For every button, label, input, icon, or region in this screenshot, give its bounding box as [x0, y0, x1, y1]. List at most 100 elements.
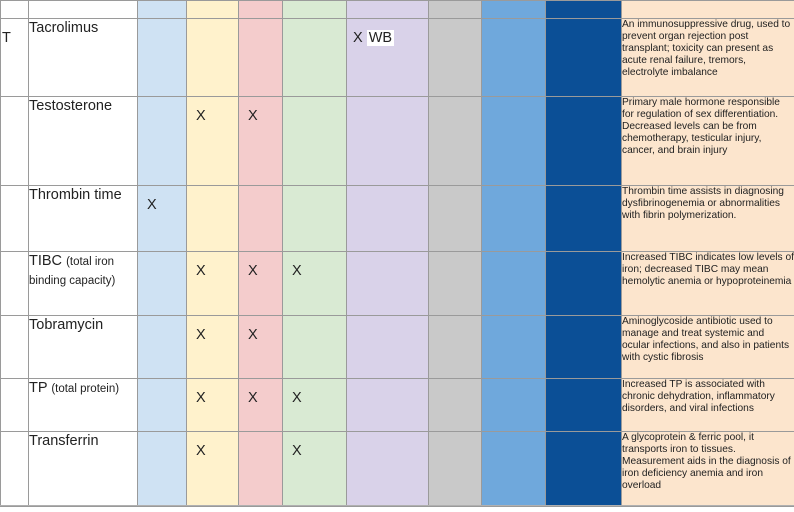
cell-col-4	[282, 0, 347, 19]
cell-col-2	[186, 18, 239, 97]
cell-col-8	[545, 431, 622, 507]
cell-name	[28, 0, 138, 19]
cell-col-8	[545, 251, 622, 316]
mark	[348, 98, 428, 108]
cell-lead	[0, 185, 29, 252]
test-name: Thrombin time	[29, 187, 122, 203]
mark	[284, 187, 346, 197]
cell-col-5	[346, 251, 429, 316]
cell-description	[621, 0, 794, 19]
test-name: Transferrin	[29, 433, 99, 449]
cell-col-6	[428, 96, 482, 186]
cell-name: TP (total protein)	[28, 378, 138, 432]
cell-col-5	[346, 431, 429, 507]
mark: X	[196, 390, 206, 406]
table-row: Thrombin time X Thrombin time assists in…	[0, 185, 794, 252]
mark	[284, 317, 346, 327]
table-row: Tobramycin X X Aminoglycoside antibiotic…	[0, 315, 794, 379]
test-name: Tobramycin	[29, 317, 104, 333]
mark	[240, 187, 282, 197]
cell-col-3	[238, 18, 283, 97]
test-description: Increased TP is associated with chronic …	[622, 379, 775, 415]
test-description: Thrombin time assists in diagnosing dysf…	[622, 186, 784, 222]
cell-col-6	[428, 18, 482, 97]
table-row: TIBC (total iron binding capacity) X X X…	[0, 251, 794, 316]
cell-col-8	[545, 185, 622, 252]
cell-description: Increased TIBC indicates low levels of i…	[621, 251, 794, 316]
mark: X	[248, 390, 258, 406]
mark	[139, 20, 186, 30]
cell-col-2: X	[186, 431, 239, 507]
cell-col-7	[481, 0, 546, 19]
cell-col-8	[545, 0, 622, 19]
cell-col-3	[238, 431, 283, 507]
page-bottom-divider	[0, 505, 794, 506]
mark: X	[292, 263, 302, 279]
mark: X	[196, 443, 206, 459]
mark-x: X	[353, 30, 363, 46]
test-description: Aminoglycoside antibiotic used to manage…	[622, 316, 790, 364]
cell-col-4	[282, 18, 347, 97]
cell-col-7	[481, 18, 546, 97]
cell-col-8	[545, 18, 622, 97]
cell-name: Transferrin	[28, 431, 138, 507]
cell-col-4	[282, 185, 347, 252]
cell-col-2	[186, 0, 239, 19]
cell-col-5	[346, 378, 429, 432]
cell-col-8	[545, 96, 622, 186]
cell-col-1	[137, 431, 187, 507]
test-description: Primary male hormone responsible for reg…	[622, 97, 780, 157]
mark	[139, 317, 186, 327]
cell-name: Tobramycin	[28, 315, 138, 379]
cell-col-6	[428, 251, 482, 316]
cell-col-1	[137, 251, 187, 316]
mark	[348, 380, 428, 390]
mark: X	[196, 327, 206, 343]
mark	[284, 98, 346, 108]
row-lead-letter: T	[2, 30, 11, 46]
mark	[139, 253, 186, 263]
cell-col-2	[186, 185, 239, 252]
cell-col-7	[481, 431, 546, 507]
cell-lead	[0, 378, 29, 432]
cell-col-2: X	[186, 315, 239, 379]
cell-col-7	[481, 378, 546, 432]
mark	[284, 20, 346, 30]
cell-col-5	[346, 0, 429, 19]
cell-col-2: X	[186, 378, 239, 432]
cell-description: A glycoprotein & ferric pool, it transpo…	[621, 431, 794, 507]
table-row: Transferrin X X A glycoprotein & ferric …	[0, 431, 794, 507]
mark	[240, 20, 282, 30]
mark: X	[248, 327, 258, 343]
mark	[240, 433, 282, 443]
cell-col-7	[481, 185, 546, 252]
test-name-sub: (total protein)	[51, 383, 120, 395]
mark	[139, 433, 186, 443]
cell-name: Tacrolimus	[28, 18, 138, 97]
cell-name: Testosterone	[28, 96, 138, 186]
cell-col-8	[545, 315, 622, 379]
cell-description: Aminoglycoside antibiotic used to manage…	[621, 315, 794, 379]
cell-lead	[0, 0, 29, 19]
cell-lead	[0, 431, 29, 507]
cell-col-1	[137, 378, 187, 432]
mark: X	[147, 197, 157, 213]
cell-col-1	[137, 18, 187, 97]
mark: X	[248, 263, 258, 279]
cell-col-4	[282, 315, 347, 379]
mark: X	[196, 108, 206, 124]
cell-col-4: X	[282, 251, 347, 316]
cell-col-3: X	[238, 378, 283, 432]
cell-col-2: X	[186, 96, 239, 186]
test-description: Increased TIBC indicates low levels of i…	[622, 252, 794, 288]
test-description: A glycoprotein & ferric pool, it transpo…	[622, 432, 791, 492]
cell-description: An immunosuppressive drug, used to preve…	[621, 18, 794, 97]
mark	[139, 98, 186, 108]
mark	[348, 253, 428, 263]
cell-col-7	[481, 251, 546, 316]
cell-col-4: X	[282, 431, 347, 507]
mark: X	[196, 263, 206, 279]
cell-col-6	[428, 378, 482, 432]
cell-col-7	[481, 96, 546, 186]
